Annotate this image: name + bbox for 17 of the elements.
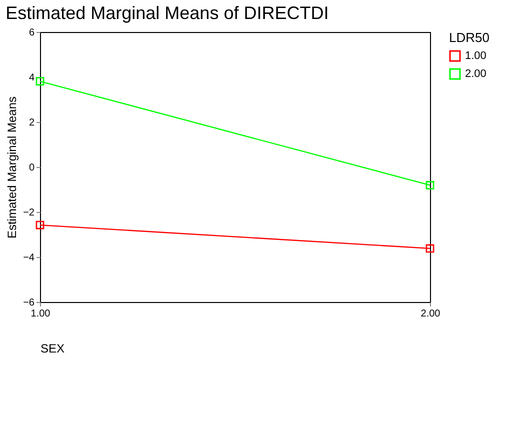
point — [426, 181, 434, 190]
y-tick-label: 4 — [28, 72, 35, 84]
chart-title: Estimated Marginal Means of DIRECTDI — [6, 3, 329, 23]
legend-label: 1.00 — [465, 50, 486, 62]
point — [36, 220, 44, 230]
y-axis-title: Estimated Marginal Means — [5, 96, 20, 239]
y-tick-label: 0 — [28, 162, 35, 174]
y-tick-label: −2 — [23, 208, 35, 218]
y-tick-label: −6 — [23, 298, 35, 308]
point — [426, 244, 434, 253]
legend-label: 2.00 — [465, 68, 486, 80]
x-axis-title: SEX — [40, 342, 65, 356]
y-tick-label: 2 — [28, 118, 35, 128]
y-tick-label: 6 — [28, 28, 35, 38]
y-tick-label: −4 — [23, 252, 35, 264]
point — [36, 77, 44, 86]
legend-title: LDR50 — [449, 30, 490, 45]
